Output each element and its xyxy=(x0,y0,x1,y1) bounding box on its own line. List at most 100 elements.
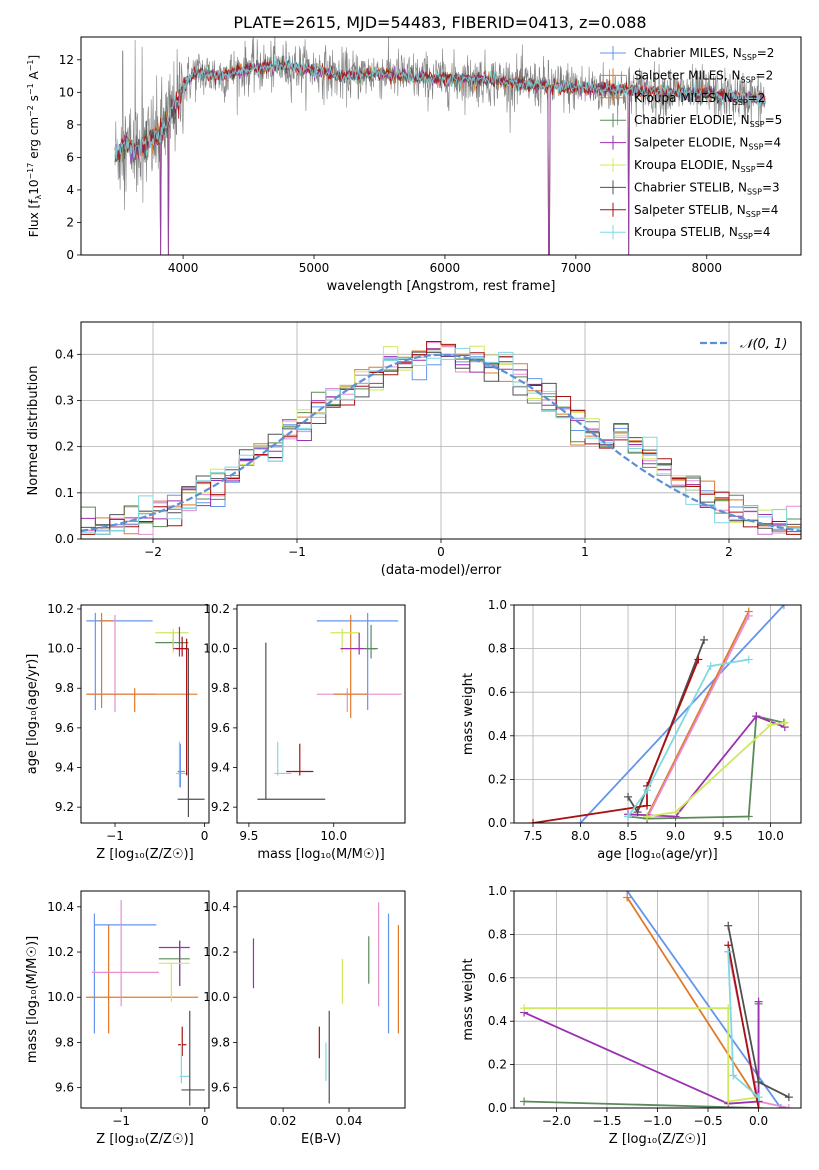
weight-series-line xyxy=(646,615,750,820)
x-tick-label: 4000 xyxy=(168,261,199,275)
mass_vs_ebv-points xyxy=(252,902,400,1104)
x-tick-label: 9.5 xyxy=(239,829,258,843)
weight_vs_Z-lines xyxy=(520,891,793,1108)
spectrum-axes: 4000 5000 6000 7000 8000 0 2 4 6 8 10 12 wavelength … xyxy=(59,53,722,294)
x-tick-label: −1.0 xyxy=(643,1114,672,1128)
weight-series-line xyxy=(626,897,760,1102)
weight-series-line xyxy=(627,715,786,818)
weight-series-line xyxy=(627,715,785,820)
y-tick-label: 10.0 xyxy=(47,642,74,656)
x-tick-label: 0.02 xyxy=(270,1114,297,1128)
age_vs_Z-frame xyxy=(80,604,210,824)
y-tick-label: 4 xyxy=(66,183,74,197)
y-tick-label: 9.8 xyxy=(55,1035,74,1049)
legend-entry: Chabrier STELIB, NSSP=3 xyxy=(634,180,780,196)
x-tick-label: 8.5 xyxy=(618,829,637,843)
weight-series-line xyxy=(524,1003,760,1108)
y-tick-label: 9.8 xyxy=(211,1035,230,1049)
x-tick-label: 9.0 xyxy=(666,829,685,843)
y-tick-label: 10.2 xyxy=(203,602,230,616)
y-tick-label: 12 xyxy=(59,53,74,67)
weight_vs_Z-axes: −2.0 −1.5 −1.0 −0.5 0.0 0.0 0.2 0.4 0.6 0.8 1.0 Z [… xyxy=(461,884,801,1147)
legend-entry: 𝒩(0, 1) xyxy=(740,337,787,352)
legend-sub: SSP xyxy=(747,187,762,196)
mass_vs_ebv-axes: 0.02 0.04 9.6 9.8 10.0 10.2 10.4 E(B-V) xyxy=(203,900,362,1147)
weight-series-line xyxy=(579,605,785,823)
y-tick-label: 10.4 xyxy=(203,900,230,914)
y-axis-label: age [log₁₀(age/yr)] xyxy=(25,654,40,775)
x-axis-label: age [log₁₀(age/yr)] xyxy=(597,847,718,862)
x-axis-label: Z [log₁₀(Z/Z☉)] xyxy=(609,1132,706,1147)
weight-series-line xyxy=(646,611,750,817)
legend-eq: =2 xyxy=(756,68,774,82)
x-tick-label: 5000 xyxy=(299,261,330,275)
legend-sub: SSP xyxy=(733,98,748,107)
ylabel-part: Flux [f xyxy=(27,199,41,237)
x-axis-label: E(B-V) xyxy=(301,1132,341,1147)
legend-entry: Salpeter ELODIE, NSSP=4 xyxy=(634,136,781,152)
weight-series-line xyxy=(524,1007,759,1103)
ylabel-part: ] xyxy=(27,55,41,60)
y-tick-label: 9.2 xyxy=(55,800,74,814)
y-axis-label: mass weight xyxy=(461,958,476,1040)
y-tick-label: 9.6 xyxy=(55,1081,74,1095)
x-tick-label: 0 xyxy=(437,545,445,559)
weight-series-line xyxy=(626,891,782,1108)
x-tick-label: 7.5 xyxy=(523,829,542,843)
y-tick-label: 9.4 xyxy=(211,761,230,775)
y-tick-label: 0.8 xyxy=(488,927,507,941)
y-tick-label: 9.2 xyxy=(211,800,230,814)
y-tick-label: 10.0 xyxy=(47,990,74,1004)
y-tick-label: 0.2 xyxy=(488,772,507,786)
y-tick-label: 0.2 xyxy=(488,1058,507,1072)
y-tick-label: 9.6 xyxy=(211,721,230,735)
y-tick-label: 0.4 xyxy=(55,347,74,361)
x-axis-label: (data-model)/error xyxy=(381,563,502,578)
y-tick-label: 1.0 xyxy=(488,598,507,612)
x-tick-label: 0.04 xyxy=(336,1114,363,1128)
y-tick-label: 0.2 xyxy=(55,440,74,454)
age_vs_mass-axes: 9.5 10.0 9.2 9.4 9.6 9.8 10.0 10.2 mass [log₁₀(M… xyxy=(203,602,384,862)
legend-entry: Salpeter MILES, NSSP=2 xyxy=(634,68,773,84)
ylabel-part: −1 xyxy=(26,59,35,71)
x-tick-label: 10.0 xyxy=(757,829,784,843)
x-tick-label: 8000 xyxy=(691,261,722,275)
y-tick-label: 9.8 xyxy=(211,681,230,695)
y-tick-label: 9.4 xyxy=(55,761,74,775)
mass_vs_Z-points xyxy=(86,900,205,1106)
y-tick-label: 6 xyxy=(66,150,74,164)
x-tick-label: −1 xyxy=(288,545,306,559)
legend-sub: SSP xyxy=(741,75,756,84)
spectrum-frame xyxy=(80,36,802,256)
y-tick-label: 0 xyxy=(66,248,74,262)
x-tick-label: 6000 xyxy=(430,261,461,275)
y-tick-label: 8 xyxy=(66,118,74,132)
legend-sub: SSP xyxy=(746,210,761,219)
mass_vs_ebv-frame xyxy=(236,890,406,1109)
y-axis-label: Normed distribution xyxy=(26,366,41,496)
ylabel-part: −17 xyxy=(26,163,35,180)
weight-series-line xyxy=(627,658,749,818)
y-tick-label: 9.8 xyxy=(55,681,74,695)
ylabel-part: A xyxy=(27,70,41,83)
legend-entry: Kroupa ELODIE, NSSP=4 xyxy=(634,158,773,174)
x-tick-label: −0.5 xyxy=(693,1114,722,1128)
y-tick-label: 0.4 xyxy=(488,729,507,743)
normal-curve xyxy=(81,353,801,532)
ylabel-part: λ xyxy=(34,195,43,200)
figure-title: PLATE=2615, MJD=54483, FIBERID=0413, z=0… xyxy=(233,13,646,32)
y-tick-label: 0.1 xyxy=(55,486,74,500)
y-tick-label: 9.6 xyxy=(55,721,74,735)
x-tick-label: 7000 xyxy=(561,261,592,275)
x-tick-label: 2 xyxy=(725,545,733,559)
weight-series-line xyxy=(646,721,785,818)
age_vs_mass-frame xyxy=(236,604,406,824)
age_vs_mass-points xyxy=(257,612,402,800)
x-axis-label: Z [log₁₀(Z/Z☉)] xyxy=(96,847,193,862)
legend-eq: =5 xyxy=(765,113,783,127)
y-tick-label: 1.0 xyxy=(488,884,507,898)
legend-eq: =3 xyxy=(762,180,780,194)
y-tick-label: 0.6 xyxy=(488,685,507,699)
ylabel-part: erg cm xyxy=(27,117,41,163)
